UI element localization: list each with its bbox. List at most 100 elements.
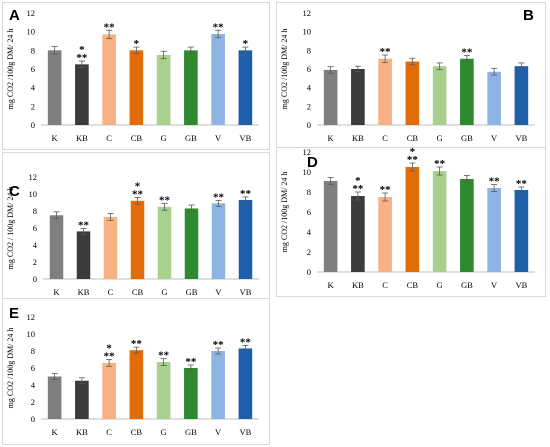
significance-mark: ** — [380, 46, 392, 58]
bar — [460, 58, 474, 125]
y-tick-label: 6 — [307, 207, 311, 217]
y-tick-label: 8 — [307, 45, 311, 55]
bar — [130, 200, 145, 279]
significance-mark: ** — [240, 188, 252, 200]
significance-mark: ** — [104, 21, 116, 33]
x-tick-label: C — [382, 133, 388, 143]
chart-svg: mg CO2 /100g DM/ 24 h024681012K***KB**C*… — [6, 8, 259, 143]
panel-label: C — [9, 183, 20, 200]
bar — [238, 199, 253, 279]
significance-mark: ** — [213, 339, 225, 351]
x-tick-label: K — [328, 133, 335, 143]
y-tick-label: 0 — [31, 120, 35, 130]
y-tick-label: 10 — [27, 329, 36, 339]
bar — [129, 350, 144, 419]
chart-panel-e: E mg CO2 /100g DM/ 24 h 0 2 4 6 8 10 12 K KB * ** C *… — [2, 298, 270, 445]
significance-mark: ** — [158, 350, 170, 362]
y-tick-label: 8 — [31, 45, 35, 55]
significance-mark: ** — [461, 46, 473, 58]
y-tick-label: 0 — [307, 267, 311, 277]
bar — [47, 50, 62, 126]
x-tick-label: CB — [407, 280, 419, 290]
y-tick-label: 10 — [27, 27, 36, 37]
y-axis-label: mg CO2 /100g DM/ 24 h — [280, 29, 289, 110]
x-tick-label: GB — [185, 427, 197, 437]
bar — [156, 362, 171, 419]
y-tick-label: 2 — [307, 247, 311, 257]
y-tick-label: 2 — [307, 101, 311, 111]
x-tick-label: K — [328, 280, 335, 290]
x-tick-label: G — [161, 427, 167, 437]
x-tick-label: GB — [185, 133, 197, 143]
y-tick-label: 6 — [31, 64, 35, 74]
bar — [323, 181, 338, 272]
y-tick-label: 2 — [33, 257, 37, 267]
bar — [75, 64, 89, 125]
bar — [156, 55, 171, 125]
bar — [76, 231, 91, 279]
significance-mark: ** — [159, 194, 171, 206]
bar — [378, 197, 392, 272]
y-tick-label: 6 — [33, 223, 37, 233]
y-tick-label: 8 — [31, 346, 35, 356]
bar — [405, 61, 420, 125]
chart-svg: mg CO2 /100g DM/ 24 h024681012K***KB**C*… — [280, 148, 535, 290]
significance-mark: * — [410, 148, 416, 158]
y-tick-label: 12 — [29, 172, 38, 182]
bar — [75, 380, 89, 419]
x-tick-label: GB — [461, 280, 473, 290]
bar — [211, 34, 225, 125]
y-tick-label: 12 — [303, 8, 312, 18]
panel-label: E — [9, 305, 20, 322]
bar — [211, 203, 226, 279]
x-tick-label: KB — [352, 133, 364, 143]
significance-mark: ** — [104, 351, 116, 363]
y-tick-label: 8 — [33, 206, 37, 216]
x-tick-label: KB — [352, 280, 364, 290]
y-tick-label: 12 — [303, 148, 312, 157]
bar — [487, 71, 501, 125]
x-tick-label: GB — [186, 287, 198, 297]
bar — [47, 376, 62, 419]
significance-mark: * — [134, 38, 140, 50]
x-tick-label: K — [52, 133, 59, 143]
x-tick-label: C — [106, 427, 112, 437]
chart-panel-a: A mg CO2 /100g DM/ 24 h 0 2 4 6 8 10 12 K * ** KB **… — [2, 2, 270, 150]
bar — [102, 34, 116, 125]
y-axis-label: mg CO2 /100g DM/ 24 h — [6, 328, 15, 409]
y-tick-label: 0 — [33, 274, 37, 284]
x-tick-label: G — [161, 287, 167, 297]
panel-label: D — [307, 154, 318, 171]
y-axis-label: mg CO2 /100g DM/ 24 h — [6, 29, 15, 110]
y-tick-label: 10 — [303, 27, 312, 37]
x-tick-label: V — [215, 427, 222, 437]
x-tick-label: K — [52, 427, 59, 437]
significance-mark: ** — [132, 188, 144, 200]
y-tick-label: 6 — [307, 64, 311, 74]
x-tick-label: KB — [78, 287, 90, 297]
y-tick-label: 0 — [31, 414, 35, 424]
significance-mark: ** — [78, 219, 90, 231]
y-tick-label: 0 — [307, 120, 311, 130]
chart-panel-d: D mg CO2 /100g DM/ 24 h 0 2 4 6 8 10 12 K * ** KB **… — [276, 147, 546, 297]
y-tick-label: 12 — [27, 312, 36, 322]
x-tick-label: CB — [131, 133, 143, 143]
bar — [184, 208, 199, 279]
significance-mark: ** — [131, 338, 143, 350]
bar — [432, 171, 447, 272]
x-tick-label: VB — [240, 287, 252, 297]
x-tick-label: V — [491, 280, 498, 290]
x-tick-label: CB — [131, 427, 143, 437]
significance-mark: ** — [407, 154, 419, 166]
significance-mark: ** — [213, 21, 225, 33]
significance-mark: ** — [76, 52, 88, 64]
bar — [211, 351, 225, 419]
bar — [460, 179, 474, 272]
x-tick-label: C — [106, 133, 112, 143]
significance-mark: * — [243, 38, 249, 50]
bar — [378, 58, 392, 125]
bar — [514, 190, 529, 272]
bar — [129, 50, 144, 126]
